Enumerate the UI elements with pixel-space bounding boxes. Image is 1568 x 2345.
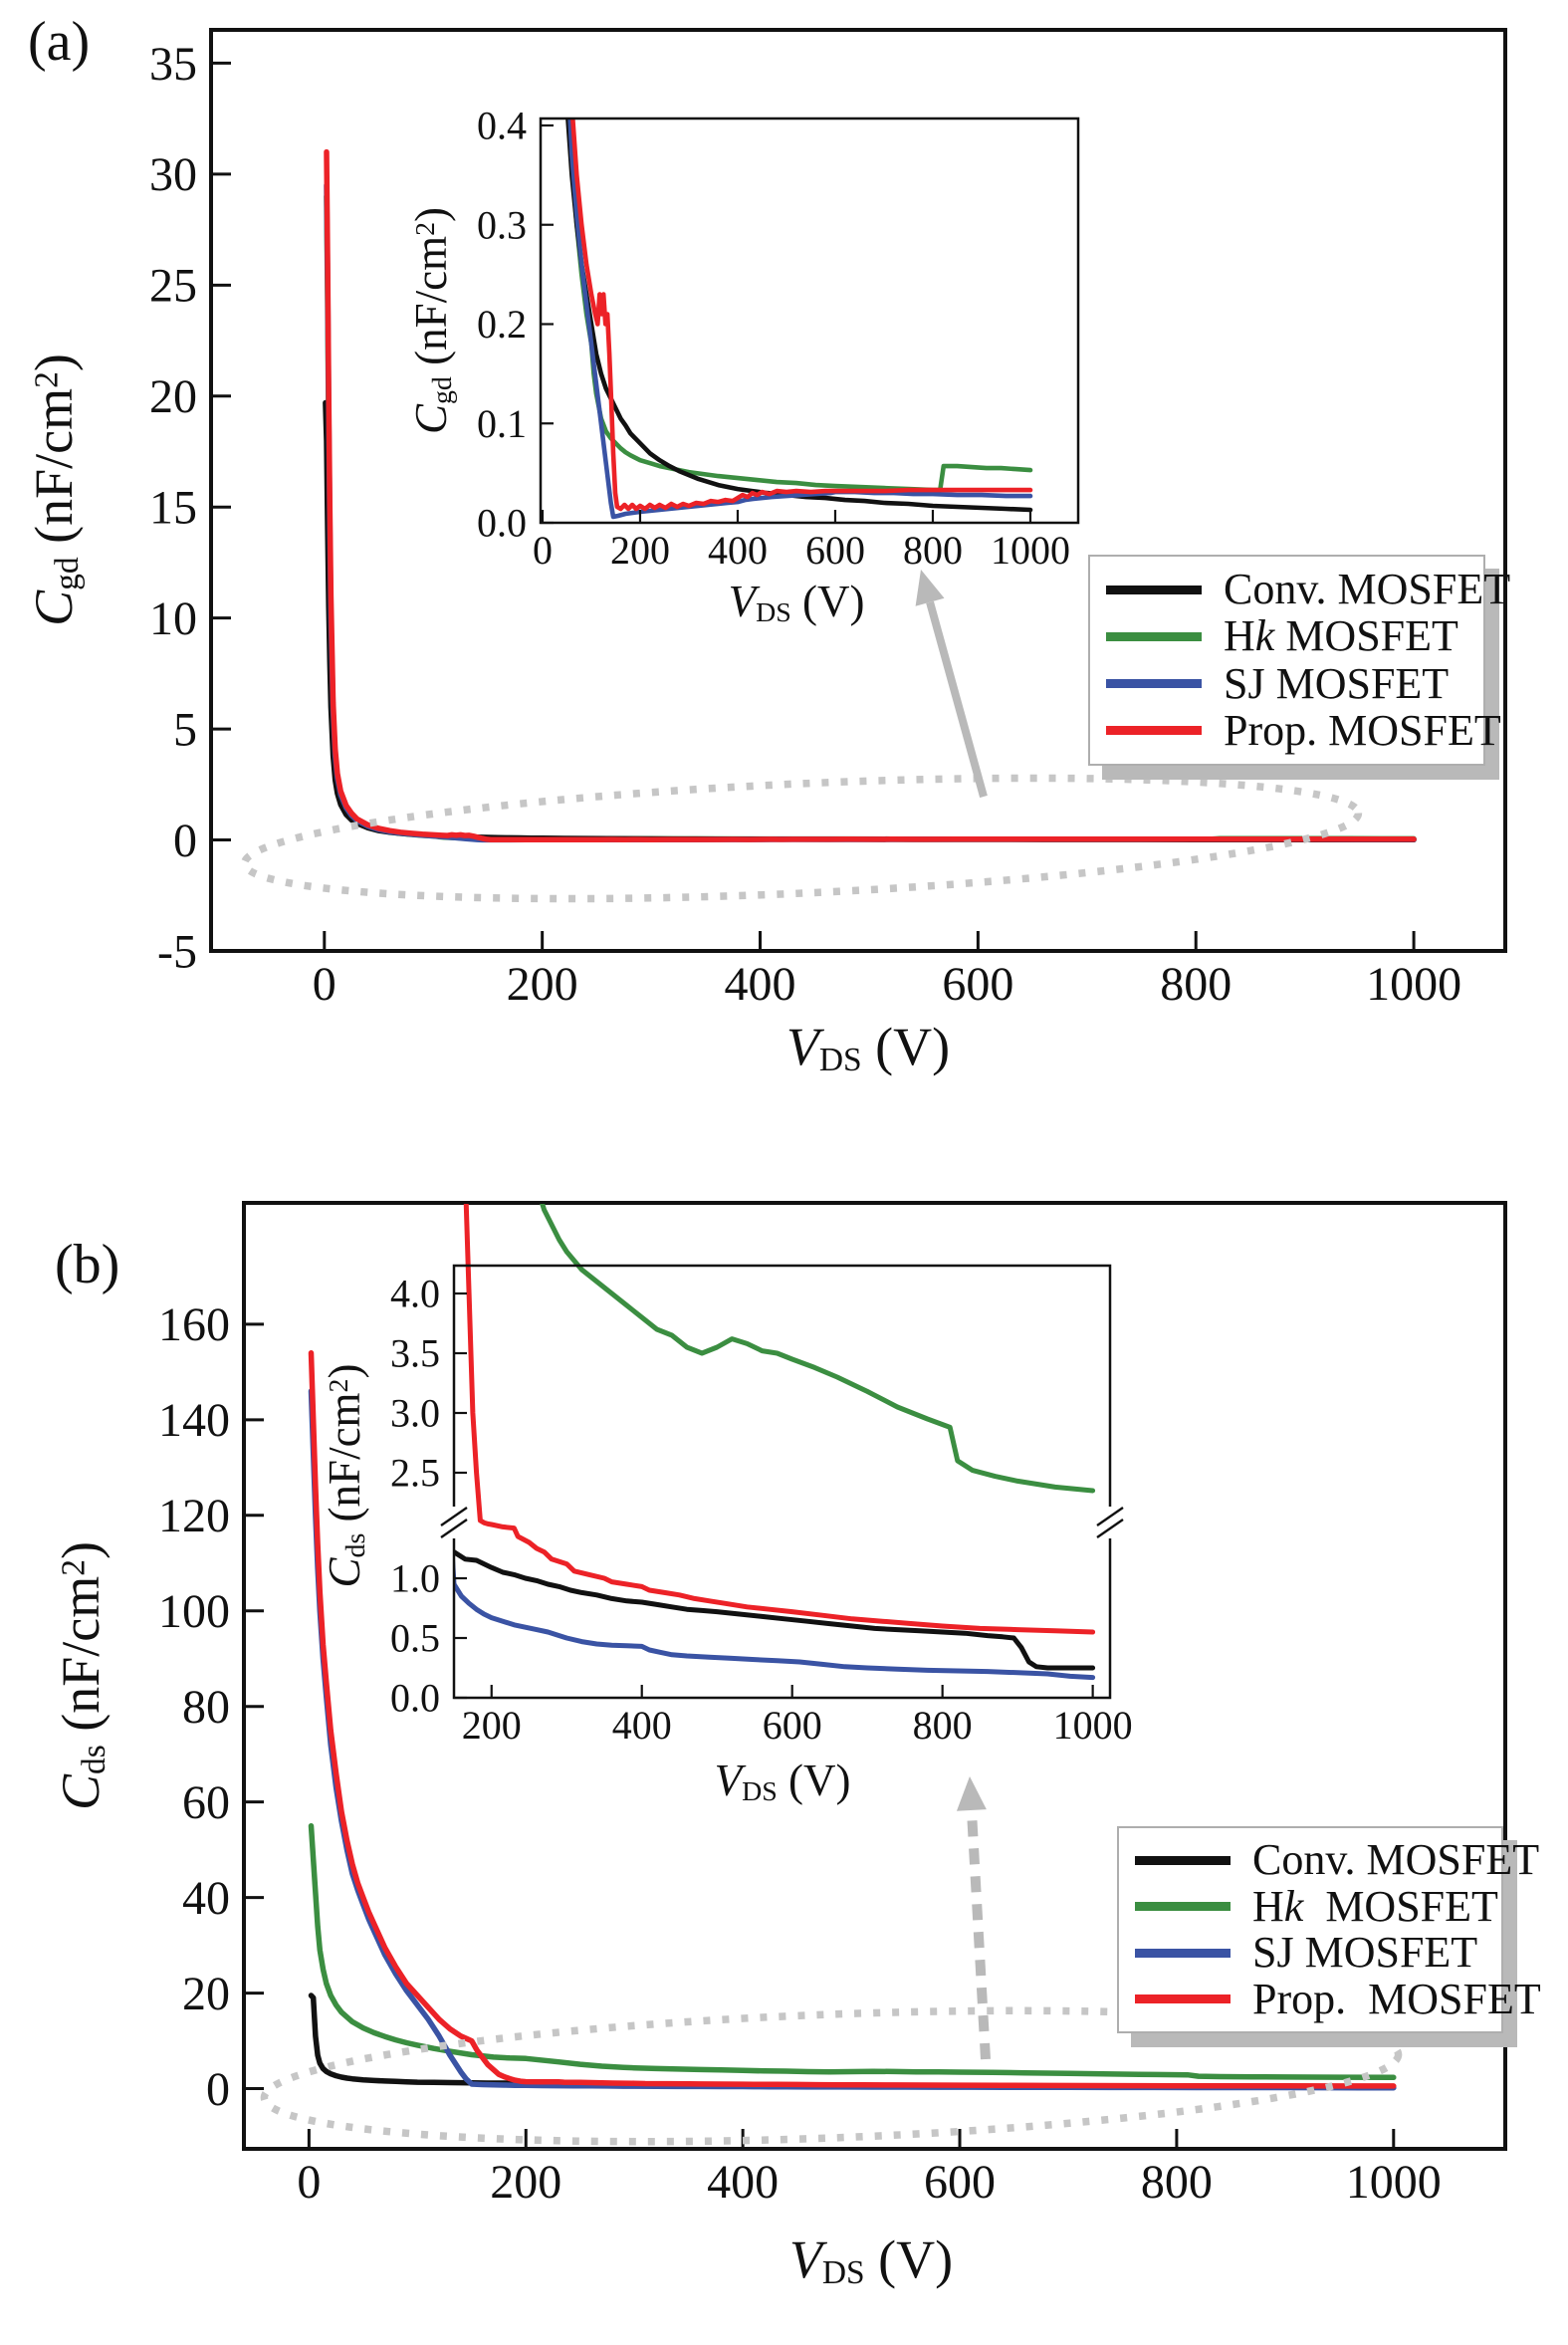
x-tick-label: 0 [297,2156,321,2209]
axis-break-icon [1096,1519,1124,1538]
chart-a-main: 0 200 400 600 800 1000 -5 0 5 10 15 20 25 30 35 [149,28,1507,1011]
series-prop-mosfet-line [570,118,1033,512]
plot-frame [242,1201,1507,2151]
y-tick-label: 100 [158,1585,230,1638]
y-tick-label: 4.0 [390,1272,440,1316]
series-group [308,1349,1397,2091]
y-tick-label: 60 [182,1776,230,1829]
y-tick-label: 2.5 [390,1451,440,1496]
x-tick-label: 600 [942,958,1013,1011]
x-tick-label: 200 [462,1703,522,1748]
x-tick-label: 1000 [991,528,1070,573]
series-hk-mosfet-line [566,118,1033,493]
axis-break-icon [440,1507,468,1526]
y-tick-label: 20 [149,370,197,423]
y-tick-label: 0.5 [390,1616,440,1661]
plot-frame [452,1264,1112,1700]
axis-break-icon [440,1519,468,1538]
x-tick-label: 800 [903,528,963,573]
y-tick-label: -5 [157,925,197,978]
x-tick-label: 1000 [1053,1703,1133,1748]
series-sj-mosfet-line [567,118,1033,520]
y-tick-label: 0.2 [477,302,527,347]
x-tick-label: 0 [533,528,553,573]
y-tick-label: 160 [158,1298,230,1351]
plot-frame [209,28,1507,953]
x-tick-label: 200 [610,528,670,573]
inset-pointer-arrow-shaft [926,600,988,799]
y-tick-label: 20 [182,1968,230,2020]
y-tick-label: 25 [149,260,197,313]
series-prop-mosfet-line [463,1204,1096,1635]
plot-frame [539,117,1080,525]
axis-break-icon [1096,1507,1124,1526]
x-tick-label: 400 [707,2156,779,2209]
series-hk-mosfet-line [308,1822,1397,2081]
series-conv-mosfet-line [565,118,1033,513]
y-tick-label: 120 [158,1490,230,1542]
y-tick-label: 0.4 [477,104,527,148]
x-tick-label: 800 [1141,2156,1213,2209]
x-tick-label: 200 [507,958,578,1011]
x-tick-label: 800 [913,1703,973,1748]
y-tick-label: 15 [149,482,197,535]
y-tick-label: 30 [149,148,197,201]
highlight-region-ellipse [260,2006,1403,2146]
x-tick-label: 800 [1160,958,1232,1011]
inset-pointer-arrowhead [956,1776,987,1811]
chart-b-inset: 200 400 600 800 1000 0.0 0.5 1.0 2.5 3.0 3.5 4.0 [390,1204,1133,1748]
chart-b-main: 0 200 400 600 800 1000 0 20 40 60 80 100 120 140 160 [158,1201,1507,2209]
series-group [565,118,1033,520]
series-hk-mosfet-line [540,1204,1096,1494]
series-group [454,1204,1096,1681]
series-prop-mosfet-line [308,1349,1397,2089]
y-tick-label: 40 [182,1872,230,1925]
y-tick-label: 5 [173,703,197,756]
series-conv-mosfet-line [454,1548,1096,1671]
series-prop-mosfet-line [324,148,1417,842]
series-conv-mosfet-line [323,399,1417,843]
y-tick-label: 3.0 [390,1391,440,1436]
x-tick-label: 600 [924,2156,996,2209]
y-tick-label: 0.1 [477,401,527,446]
x-tick-label: 1000 [1366,958,1461,1011]
x-tick-label: 0 [313,958,336,1011]
x-tick-label: 400 [612,1703,672,1748]
y-tick-label: 0 [173,815,197,867]
highlight-region-ellipse [240,774,1363,903]
x-tick-label: 600 [763,1703,822,1748]
chart-a-inset: 0 200 400 600 800 1000 0.0 0.1 0.2 0.3 0.4 [477,104,1080,573]
x-tick-label: 1000 [1346,2156,1442,2209]
y-tick-label: 0 [206,2063,230,2116]
inset-pointer-arrowhead [915,570,945,606]
x-tick-label: 400 [725,958,796,1011]
x-tick-label: 400 [708,528,768,573]
x-tick-label: 600 [805,528,865,573]
y-tick-label: 1.0 [390,1556,440,1601]
y-tick-label: 35 [149,38,197,91]
y-tick-label: 0.0 [477,501,527,546]
y-tick-label: 0.3 [477,202,527,247]
y-tick-label: 10 [149,592,197,645]
y-tick-label: 80 [182,1681,230,1734]
series-group [323,148,1417,843]
y-tick-label: 140 [158,1394,230,1447]
x-tick-label: 200 [490,2156,561,2209]
y-tick-label: 3.5 [390,1331,440,1376]
inset-pointer-arrow-shaft [966,1809,991,2060]
y-tick-label: 0.0 [390,1676,440,1721]
series-sj-mosfet-line [454,1542,1096,1681]
